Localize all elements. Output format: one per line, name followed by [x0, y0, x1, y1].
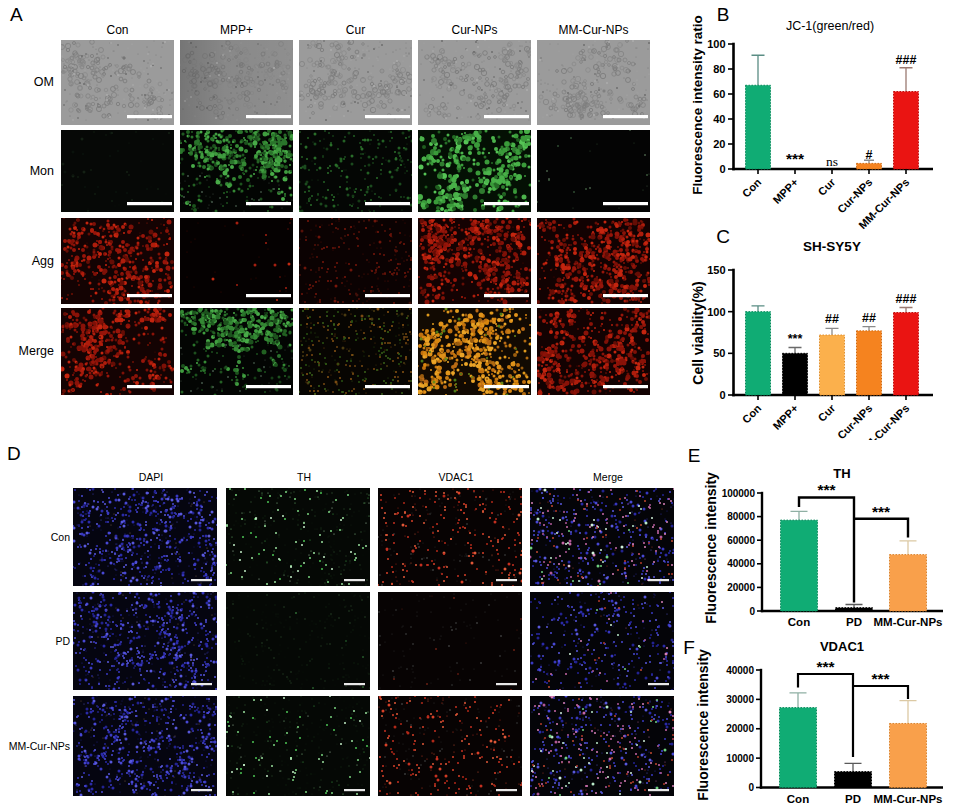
svg-text:***: *** [816, 658, 835, 675]
svg-text:###: ### [896, 292, 917, 306]
svg-text:MPP+: MPP+ [771, 176, 801, 206]
svg-text:MM-Cur-NPs: MM-Cur-NPs [874, 616, 943, 628]
svg-text:PD: PD [845, 793, 861, 805]
svg-text:Fluorescence intensity: Fluorescence intensity [695, 649, 711, 801]
svg-text:20000: 20000 [726, 723, 754, 734]
svg-text:***: *** [872, 503, 891, 520]
svg-text:80000: 80000 [727, 511, 755, 522]
svg-text:Con: Con [787, 793, 809, 805]
svg-text:0: 0 [748, 782, 754, 793]
svg-text:60000: 60000 [727, 535, 755, 546]
svg-text:Con: Con [740, 402, 764, 426]
svg-text:20000: 20000 [727, 582, 755, 593]
svg-text:***: *** [817, 481, 836, 498]
svg-text:***: *** [786, 150, 805, 167]
svg-text:***: *** [788, 332, 803, 346]
svg-text:###: ### [896, 53, 917, 67]
svg-text:40000: 40000 [726, 665, 754, 676]
svg-text:Cur-NPs: Cur-NPs [835, 402, 875, 440]
svg-text:0: 0 [719, 163, 725, 175]
svg-text:VDAC1: VDAC1 [820, 639, 864, 654]
svg-text:20: 20 [713, 138, 725, 150]
svg-text:100: 100 [707, 38, 725, 50]
svg-text:80: 80 [713, 63, 725, 75]
svg-text:0: 0 [719, 389, 725, 401]
svg-text:Con: Con [740, 176, 764, 200]
svg-text:***: *** [871, 670, 890, 687]
svg-text:MM-Cur-NPs: MM-Cur-NPs [874, 793, 943, 805]
svg-text:MPP+: MPP+ [771, 402, 801, 432]
svg-text:Fluorescence intensity ratio: Fluorescence intensity ratio [690, 15, 705, 194]
svg-text:Con: Con [788, 616, 810, 628]
svg-text:Cell viability(%): Cell viability(%) [690, 281, 706, 384]
svg-text:B: B [717, 4, 730, 25]
svg-text:10000: 10000 [726, 753, 754, 764]
svg-text:0: 0 [749, 606, 755, 617]
svg-text:Cur: Cur [816, 175, 838, 197]
svg-text:#: # [866, 148, 873, 162]
svg-text:100000: 100000 [722, 488, 756, 499]
svg-text:40000: 40000 [727, 558, 755, 569]
svg-text:60: 60 [713, 88, 725, 100]
svg-text:150: 150 [707, 264, 725, 276]
svg-text:ns: ns [826, 154, 838, 169]
svg-text:Cur: Cur [816, 401, 838, 423]
svg-text:SH-SY5Y: SH-SY5Y [803, 239, 861, 254]
svg-text:JC-1(green/red): JC-1(green/red) [786, 19, 874, 33]
svg-text:##: ## [825, 312, 839, 326]
svg-text:##: ## [862, 311, 876, 325]
svg-text:50: 50 [713, 347, 725, 359]
svg-text:F: F [683, 637, 695, 658]
svg-text:E: E [688, 445, 701, 466]
svg-text:TH: TH [833, 466, 850, 481]
svg-text:PD: PD [846, 616, 862, 628]
svg-text:30000: 30000 [726, 694, 754, 705]
svg-text:40: 40 [713, 113, 725, 125]
svg-text:Fluorescence intensity: Fluorescence intensity [703, 472, 719, 624]
svg-text:C: C [716, 226, 730, 247]
svg-text:100: 100 [707, 306, 725, 318]
